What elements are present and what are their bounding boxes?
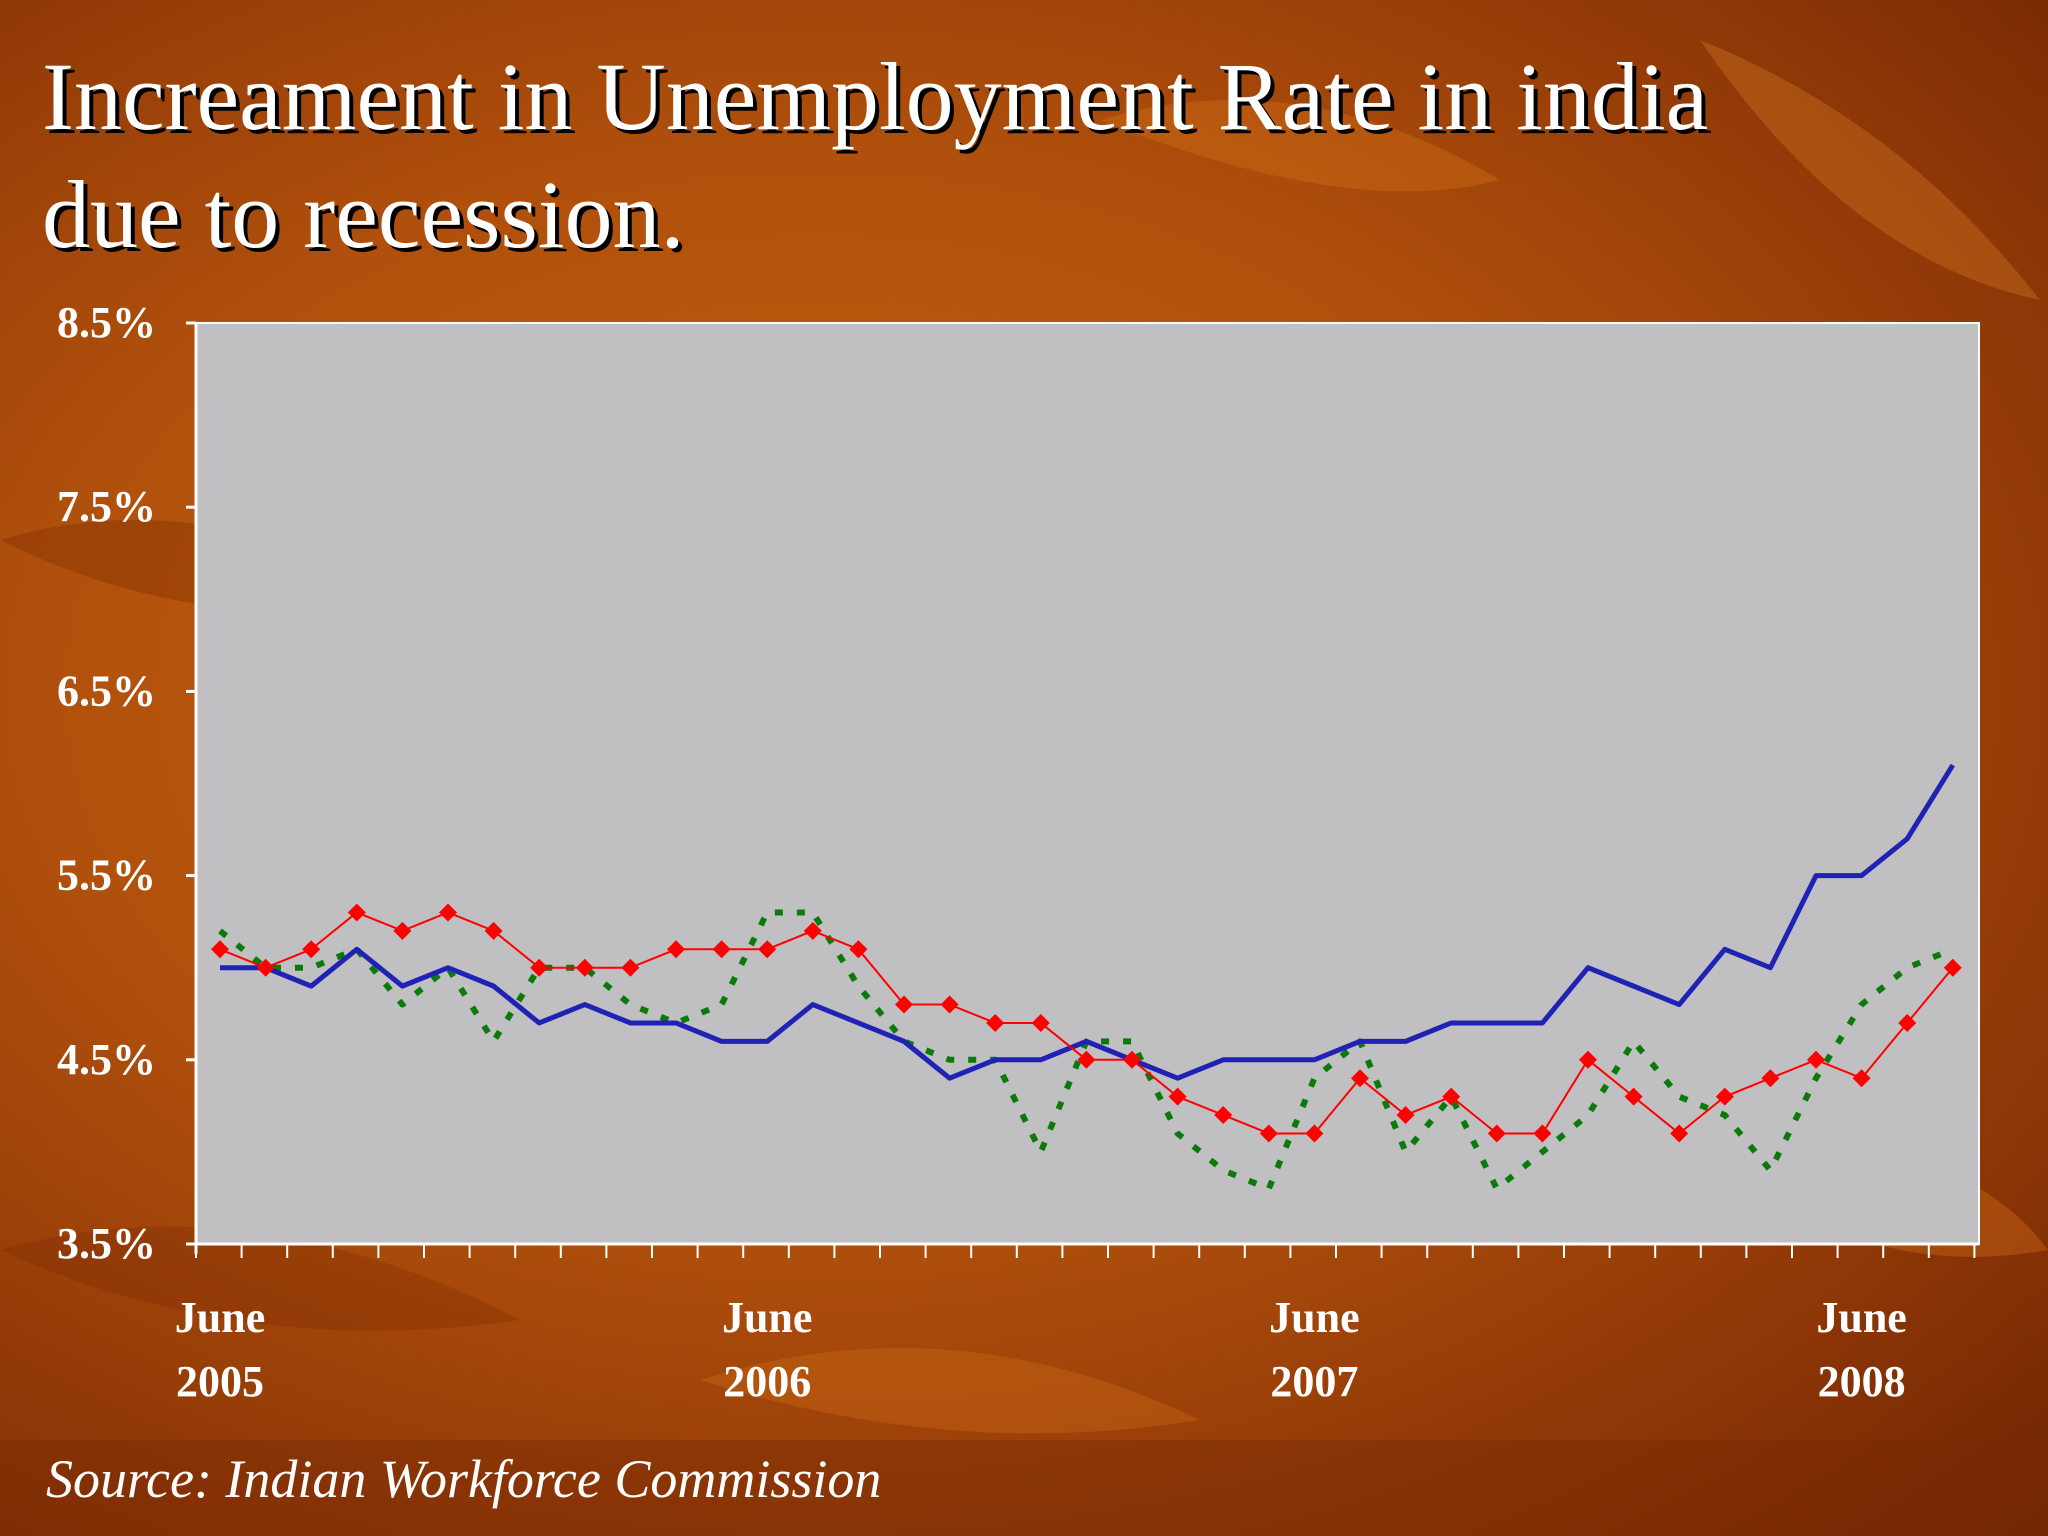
data-point-red [895, 995, 913, 1014]
source-note: Source: Indian Workforce Commission [46, 1449, 882, 1509]
data-point-red [621, 958, 640, 977]
data-point-red [347, 903, 366, 922]
x-axis: June 2005 June 2006 June 2007 June 2008 [175, 1242, 1979, 1406]
data-point-red [803, 921, 822, 940]
data-point-red [758, 940, 777, 959]
data-point-red [849, 940, 868, 959]
data-point-red [1442, 1087, 1461, 1106]
data-point-red [1168, 1087, 1187, 1106]
data-point-red [439, 903, 457, 922]
data-point-red [302, 940, 321, 959]
data-point-red [1624, 1087, 1643, 1106]
x-tick-label: June [175, 1293, 265, 1342]
y-tick-label: 6.5% [57, 666, 156, 715]
data-point-red [211, 940, 229, 959]
data-point-red [1898, 1013, 1917, 1032]
x-tick-label: 2008 [1818, 1357, 1906, 1406]
y-axis: 3.5% 4.5% 5.5% 6.5% 7.5% 8.5% [57, 298, 198, 1268]
y-tick-label: 4.5% [57, 1035, 156, 1084]
y-tick-label: 8.5% [57, 298, 156, 347]
data-point-red [1351, 1069, 1369, 1088]
data-point-red [1123, 1050, 1141, 1069]
data-point-red [667, 940, 685, 959]
x-tick-label: 2005 [176, 1357, 264, 1406]
data-point-red [1533, 1124, 1552, 1143]
data-point-red [1807, 1050, 1825, 1069]
data-point-red [1214, 1106, 1233, 1125]
title-line-1: Increament in Unemployment Rate in india [42, 43, 1709, 150]
data-point-red [256, 958, 275, 977]
x-tick-label: 2007 [1270, 1357, 1358, 1406]
data-point-red [1715, 1087, 1734, 1106]
data-point-red [1396, 1106, 1415, 1125]
y-tick-label: 7.5% [57, 482, 156, 531]
series-layer [211, 763, 1962, 1192]
data-point-red [712, 940, 731, 959]
data-point-red [530, 958, 549, 977]
data-point-red [1487, 1124, 1506, 1143]
x-tick-label: June [1269, 1293, 1359, 1342]
series-line-blue [220, 763, 1955, 1081]
data-point-red [1761, 1069, 1780, 1088]
x-tick-label: June [722, 1293, 812, 1342]
data-point-red [1852, 1069, 1871, 1088]
slide-title: Increament in Unemployment Rate in india… [42, 38, 1942, 274]
data-point-red [575, 958, 594, 977]
data-point-red [1259, 1124, 1278, 1143]
data-point-red [1943, 958, 1962, 977]
data-point-red [1031, 1013, 1050, 1032]
data-point-red [1670, 1124, 1689, 1143]
data-point-red [1579, 1050, 1597, 1069]
data-point-red [393, 921, 412, 940]
y-tick-label: 5.5% [57, 851, 156, 900]
data-point-red [940, 995, 959, 1014]
y-tick-label: 3.5% [57, 1219, 156, 1268]
plot-area [195, 322, 1980, 1245]
data-point-red [1305, 1124, 1324, 1143]
data-point-red [986, 1013, 1005, 1032]
x-tick-label: June [1816, 1293, 1906, 1342]
data-point-red [1077, 1050, 1096, 1069]
data-point-red [484, 921, 503, 940]
title-line-2: due to recession. [42, 161, 685, 268]
x-tick-label: 2006 [723, 1357, 811, 1406]
